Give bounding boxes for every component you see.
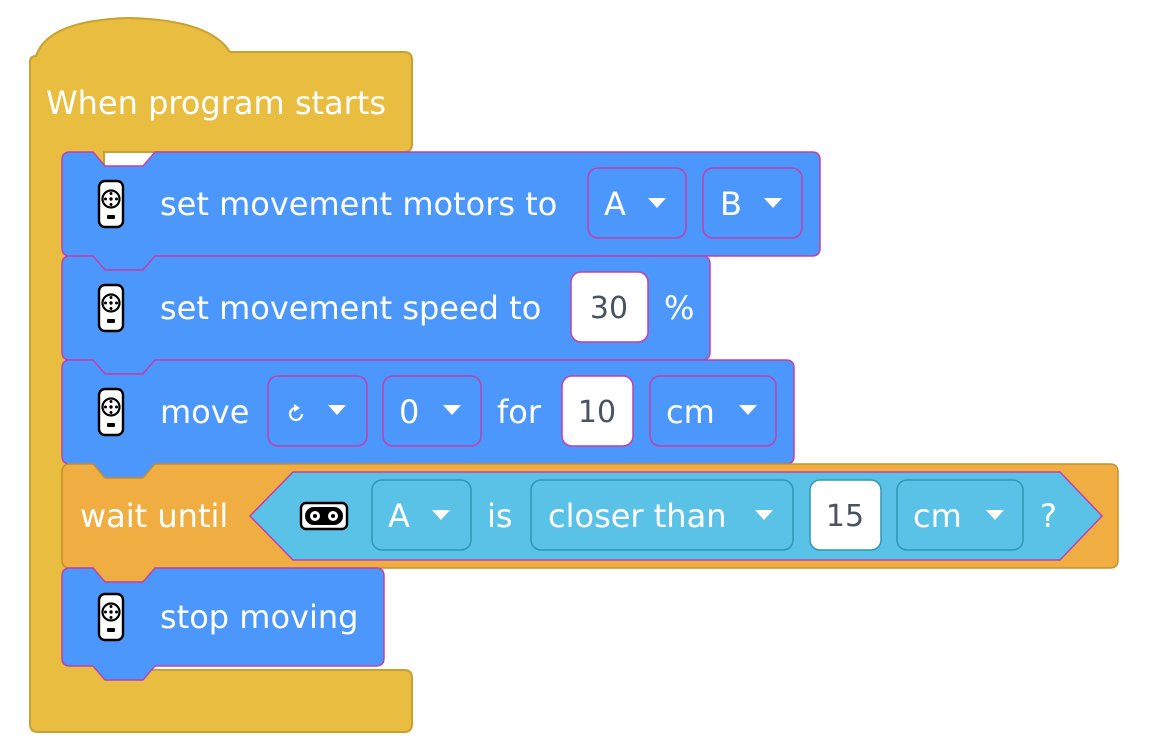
- distance-condition-block[interactable]: A is closer than 15 cm ?: [248, 471, 1104, 561]
- wait-until-block[interactable]: wait until A is closer than: [61, 463, 1119, 583]
- motor-pair-icon: [97, 283, 125, 333]
- port2-value: B: [720, 185, 742, 223]
- set-speed-label: set movement speed to: [160, 289, 541, 327]
- motor-pair-icon: [97, 179, 125, 229]
- port1-dropdown[interactable]: A: [587, 167, 687, 239]
- comparison-value: closer than: [548, 497, 726, 535]
- distance-input[interactable]: 15: [809, 479, 882, 551]
- stop-moving-label: stop moving: [160, 598, 358, 636]
- port2-dropdown[interactable]: B: [702, 167, 803, 239]
- rotate-arrow-icon: [288, 404, 304, 422]
- steer-dropdown[interactable]: 0: [382, 375, 482, 447]
- distance-sensor-icon: [299, 501, 349, 531]
- hat-label: When program starts: [46, 84, 386, 122]
- distance-unit-dropdown[interactable]: cm: [896, 479, 1024, 551]
- direction-dropdown[interactable]: [267, 375, 368, 447]
- motor-pair-icon: [97, 387, 125, 437]
- distance-unit-value: cm: [913, 497, 962, 535]
- set-movement-motors-block[interactable]: set movement motors to A B: [61, 151, 821, 271]
- sensor-port-dropdown[interactable]: A: [371, 479, 472, 551]
- sensor-port-value: A: [388, 497, 410, 535]
- port1-value: A: [604, 185, 626, 223]
- distance-value: 15: [826, 499, 864, 534]
- comparison-dropdown[interactable]: closer than: [530, 479, 794, 551]
- speed-input[interactable]: 30: [570, 271, 649, 343]
- stop-moving-block[interactable]: stop moving: [61, 567, 385, 681]
- motor-pair-icon: [97, 592, 125, 642]
- for-label: for: [497, 393, 542, 431]
- question-mark: ?: [1040, 497, 1057, 535]
- set-motors-label: set movement motors to: [160, 185, 557, 223]
- speed-value: 30: [590, 291, 628, 326]
- unit-value: cm: [666, 393, 715, 431]
- wait-until-label: wait until: [80, 497, 228, 535]
- percent-label: %: [664, 289, 694, 327]
- amount-input[interactable]: 10: [561, 375, 634, 447]
- is-label: is: [487, 497, 513, 535]
- steer-value: 0: [399, 393, 419, 431]
- amount-value: 10: [578, 395, 616, 430]
- set-movement-speed-block[interactable]: set movement speed to 30 %: [61, 255, 711, 375]
- move-block[interactable]: move 0 for 10 cm: [61, 359, 795, 479]
- move-label: move: [160, 393, 249, 431]
- unit-dropdown[interactable]: cm: [649, 375, 777, 447]
